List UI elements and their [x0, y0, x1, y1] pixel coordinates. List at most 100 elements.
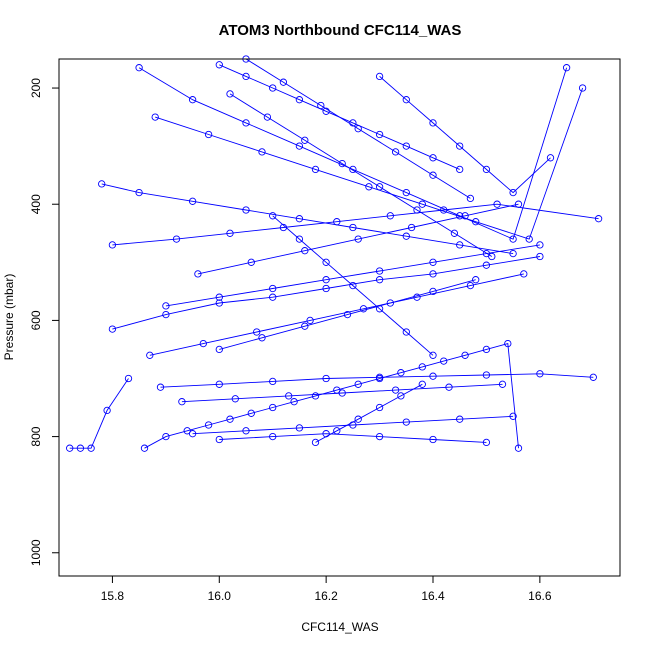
data-point-5-0 [135, 64, 143, 72]
data-point-13-4 [391, 148, 400, 156]
data-point-3-7 [456, 241, 464, 249]
data-point-11-0 [215, 435, 223, 444]
data-point-1-5 [247, 409, 255, 417]
data-point-2-6 [429, 270, 437, 278]
series-line-3 [101, 183, 514, 255]
data-point-6-3 [322, 374, 330, 383]
data-point-10-6 [509, 412, 517, 420]
data-point-5-5 [402, 188, 410, 197]
data-point-9-2 [253, 328, 261, 336]
data-point-7-0 [151, 113, 159, 121]
plot-area [66, 55, 603, 452]
data-point-1-15 [461, 351, 469, 359]
data-point-4-0 [108, 241, 117, 249]
data-point-12-3 [295, 96, 304, 104]
data-point-16-0 [215, 345, 223, 354]
data-point-6-0 [156, 383, 165, 391]
series-line-19 [229, 93, 493, 257]
data-point-3-4 [295, 215, 304, 223]
data-point-5-8 [562, 64, 571, 72]
data-point-9-6 [466, 281, 475, 290]
series-line-16 [219, 279, 476, 350]
series-line-9 [149, 273, 524, 356]
series-line-17 [181, 383, 503, 403]
data-point-20-0 [375, 72, 384, 81]
data-point-13-2 [317, 101, 325, 110]
x-tick-label-1: 16.0 [208, 589, 232, 603]
series-line-1 [144, 343, 519, 449]
data-point-9-4 [359, 305, 368, 313]
data-point-14-6 [429, 351, 437, 359]
data-point-6-5 [429, 372, 437, 380]
data-point-1-18 [514, 444, 523, 452]
data-point-19-4 [375, 183, 384, 191]
data-point-18-1 [333, 427, 341, 435]
data-point-19-2 [301, 136, 309, 144]
data-point-14-3 [349, 281, 357, 290]
data-point-13-5 [429, 171, 437, 179]
data-point-14-5 [402, 328, 410, 336]
series-line-14 [272, 215, 434, 356]
data-point-9-3 [306, 316, 314, 325]
data-point-3-5 [349, 223, 357, 232]
data-point-2-3 [269, 293, 277, 301]
data-point-8-5 [429, 258, 437, 266]
data-point-5-7 [509, 235, 517, 243]
data-point-1-8 [311, 392, 320, 400]
data-point-12-1 [242, 72, 250, 81]
data-point-19-6 [450, 229, 459, 237]
data-point-16-4 [386, 299, 394, 307]
data-point-7-7 [525, 235, 533, 243]
data-point-16-2 [301, 322, 309, 330]
data-point-7-8 [578, 84, 587, 92]
data-point-0-2 [87, 444, 95, 452]
data-point-9-7 [520, 270, 528, 278]
data-point-1-6 [269, 403, 277, 412]
data-point-11-1 [269, 432, 277, 441]
data-point-19-5 [413, 206, 421, 214]
data-point-2-1 [162, 310, 170, 319]
y-axis-label: Pressure (mbar) [2, 274, 16, 361]
data-point-18-0 [311, 438, 320, 447]
data-point-3-1 [135, 188, 143, 197]
data-point-10-1 [242, 427, 250, 435]
data-point-7-1 [204, 130, 213, 139]
data-point-3-8 [509, 249, 517, 258]
data-point-1-12 [397, 369, 405, 377]
series-line-4 [112, 203, 599, 246]
y-tick-label-1: 400 [29, 194, 43, 214]
data-point-3-6 [402, 232, 410, 240]
y-tick-label-4: 1000 [29, 539, 43, 566]
data-point-15-0 [194, 270, 202, 278]
data-point-20-1 [402, 96, 410, 104]
data-point-17-5 [445, 383, 453, 391]
series-line-18 [315, 383, 423, 443]
data-point-4-2 [226, 229, 234, 237]
data-point-12-9 [456, 165, 464, 174]
series-line-0 [69, 378, 129, 449]
y-tick-label-3: 800 [29, 426, 43, 446]
data-point-4-7 [493, 200, 501, 208]
data-point-15-4 [407, 223, 416, 232]
data-point-14-0 [269, 212, 277, 220]
data-point-2-2 [215, 299, 223, 307]
x-tick-label-3: 16.4 [421, 589, 445, 603]
data-point-4-5 [386, 212, 394, 220]
data-point-17-1 [231, 395, 239, 403]
y-axis: 200 400 600 800 1000 [29, 78, 60, 566]
data-point-18-5 [418, 380, 426, 388]
data-point-4-8 [594, 215, 603, 223]
data-point-18-4 [397, 392, 405, 400]
data-point-17-2 [285, 392, 293, 400]
series-line-13 [245, 58, 471, 199]
y-tick-label-2: 600 [29, 310, 43, 330]
plot-frame [58, 58, 621, 577]
data-point-10-4 [402, 418, 410, 426]
y-tick-label-0: 200 [29, 78, 43, 98]
data-point-15-1 [247, 258, 255, 266]
data-point-1-14 [440, 357, 448, 365]
data-point-1-13 [418, 363, 426, 371]
data-point-12-6 [375, 130, 384, 139]
data-point-8-1 [215, 293, 223, 301]
data-point-20-4 [482, 165, 491, 174]
